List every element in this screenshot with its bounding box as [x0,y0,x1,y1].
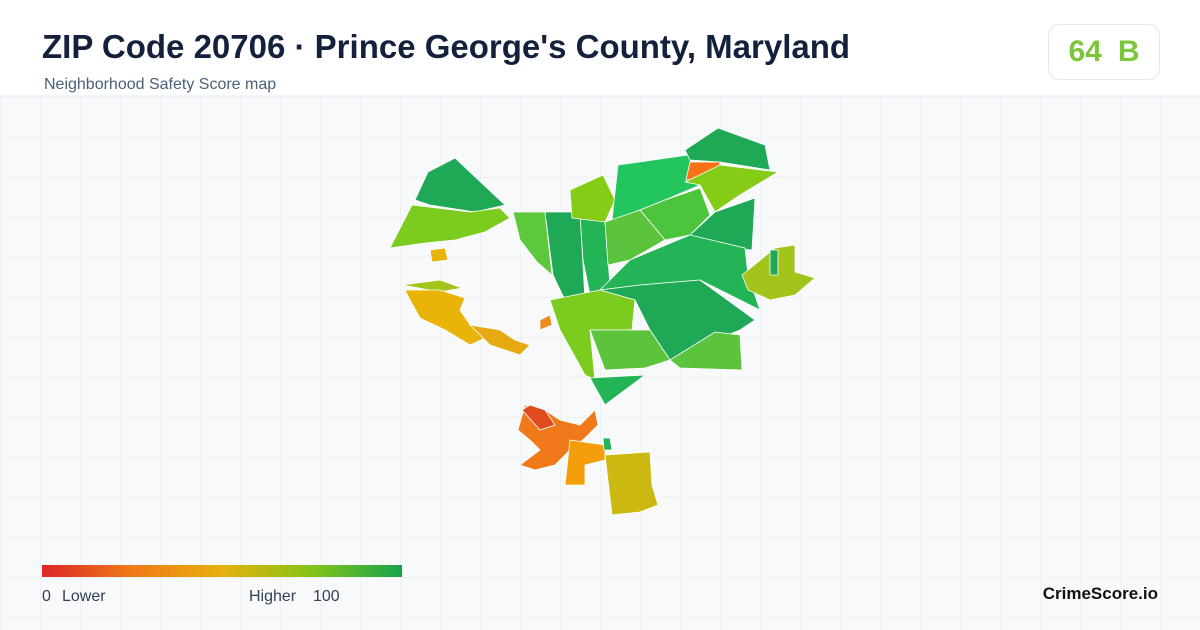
legend-bar [42,565,402,577]
legend-max: 100 [313,588,340,605]
header-bg [0,0,1200,96]
score-grade: B [1117,35,1140,68]
subtitle: Neighborhood Safety Score map [44,76,277,93]
legend-min: 0 [42,588,51,605]
legend-max-label: Higher [249,588,297,605]
legend-min-label: Lower [62,588,106,605]
score-value: 64 [1068,35,1102,68]
title: ZIP Code 20706 · Prince George's County,… [42,28,851,65]
neighborhoods [389,127,816,516]
brand: CrimeScore.io [1042,584,1158,603]
score-badge: 64 B [1048,24,1160,80]
